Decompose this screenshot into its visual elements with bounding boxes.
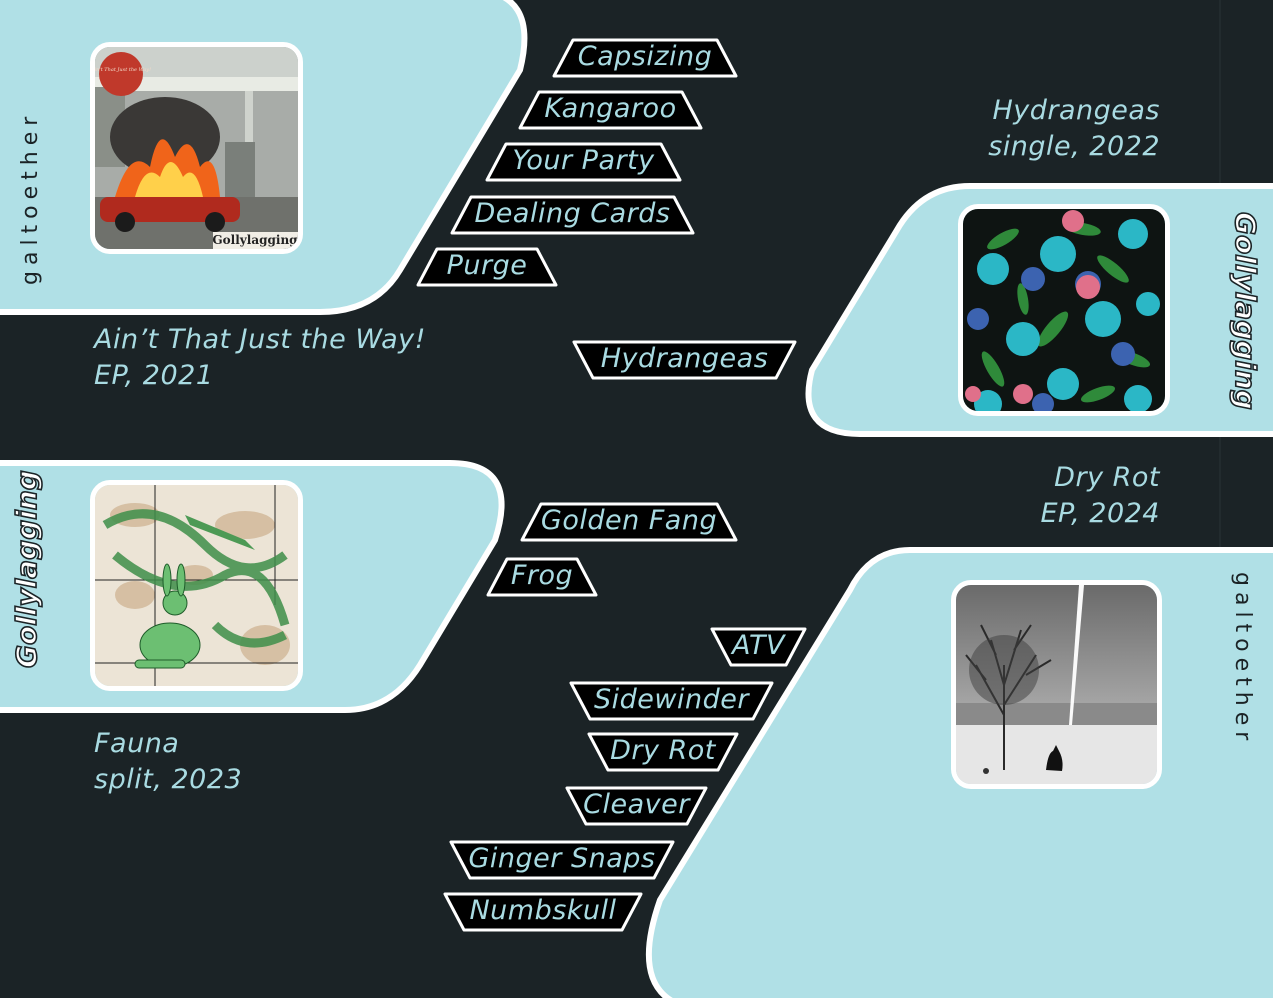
fauna-map-image [95, 485, 298, 686]
track-tag-shape [520, 502, 738, 542]
caption-fauna-subtitle: split, 2023 [94, 764, 243, 795]
track-label: Golden Fang [540, 505, 718, 536]
track-tag-outline [416, 247, 558, 287]
album-art-hydrangeas [958, 204, 1170, 416]
track-tag-shape [565, 786, 708, 826]
track-tag-shape [587, 732, 739, 772]
track-label: Dealing Cards [474, 198, 671, 229]
track-tag-shape [449, 840, 675, 880]
track-tag-your-party[interactable]: Your Party [485, 142, 682, 182]
burning-car-image: Ain't That Just the Way! Gollylagging [95, 47, 298, 249]
track-tag-outline [486, 557, 598, 597]
track-tag-outline [485, 142, 682, 182]
track-tag-shape [710, 627, 807, 667]
track-tag-shape [518, 90, 703, 130]
track-label: Frog [510, 560, 574, 591]
caption-aint: Ain’t That Just the Way! EP, 2021 [94, 322, 426, 394]
track-tag-shape [486, 557, 598, 597]
sticker-text: Ain't That Just the Way! [95, 67, 151, 73]
track-tag-outline [710, 627, 807, 667]
album-art-aint: Ain't That Just the Way! Gollylagging [90, 42, 303, 254]
track-tag-sidewinder[interactable]: Sidewinder [569, 681, 774, 721]
watermark-text: Gollylagging [212, 233, 298, 247]
label-galtoether-topleft: galtoether [18, 110, 43, 285]
track-label: ATV [732, 630, 785, 661]
caption-hydrangeas-title: Hydrangeas [992, 95, 1160, 126]
caption-hydrangeas-subtitle: single, 2022 [988, 131, 1160, 162]
track-label: Hydrangeas [600, 343, 769, 374]
track-tag-ginger-snaps[interactable]: Ginger Snaps [449, 840, 675, 880]
hydrangea-flowers-image [963, 209, 1165, 411]
track-label: Capsizing [577, 41, 713, 72]
album-art-fauna [90, 480, 303, 691]
track-tag-outline [520, 502, 738, 542]
logo-gollylagging-right: Gollylagging [1228, 211, 1263, 410]
track-tag-frog[interactable]: Frog [486, 557, 598, 597]
track-tag-atv[interactable]: ATV [710, 627, 807, 667]
track-label: Purge [446, 250, 528, 281]
album-art-dryrot [951, 580, 1162, 789]
track-tag-hydrangeas[interactable]: Hydrangeas [572, 340, 797, 380]
track-tag-outline [572, 340, 797, 380]
caption-hydrangeas: Hydrangeas single, 2022 [900, 93, 1160, 165]
track-label: Dry Rot [610, 735, 716, 766]
track-tag-kangaroo[interactable]: Kangaroo [518, 90, 703, 130]
track-tag-outline [443, 892, 643, 932]
track-tag-capsizing[interactable]: Capsizing [552, 38, 738, 78]
track-tag-outline [587, 732, 739, 772]
caption-fauna-title: Fauna [94, 728, 180, 759]
caption-aint-title: Ain’t That Just the Way! [94, 324, 426, 355]
snow-tree-image [956, 585, 1157, 784]
track-tag-cleaver[interactable]: Cleaver [565, 786, 708, 826]
track-tag-shape [443, 892, 643, 932]
caption-dryrot-title: Dry Rot [1054, 462, 1160, 493]
track-tag-outline [569, 681, 774, 721]
track-label: Kangaroo [544, 93, 677, 124]
track-tag-shape [552, 38, 738, 78]
track-label: Cleaver [583, 789, 690, 820]
label-galtoether-bottomright: galtoether [1230, 572, 1255, 747]
track-tag-outline [552, 38, 738, 78]
caption-aint-subtitle: EP, 2021 [94, 360, 214, 391]
caption-dryrot: Dry Rot EP, 2024 [900, 460, 1160, 532]
track-tag-outline [565, 786, 708, 826]
track-tag-shape [572, 340, 797, 380]
track-tag-shape [569, 681, 774, 721]
track-tag-dealing-cards[interactable]: Dealing Cards [450, 195, 695, 235]
track-label: Sidewinder [594, 684, 749, 715]
track-tag-outline [518, 90, 703, 130]
logo-gollylagging-left: Gollylagging [9, 469, 44, 668]
track-tag-shape [416, 247, 558, 287]
track-tag-numbskull[interactable]: Numbskull [443, 892, 643, 932]
caption-dryrot-subtitle: EP, 2024 [1040, 498, 1160, 529]
track-label: Ginger Snaps [468, 843, 656, 874]
track-tag-outline [449, 840, 675, 880]
track-label: Your Party [512, 145, 655, 176]
track-tag-shape [450, 195, 695, 235]
track-label: Numbskull [469, 895, 617, 926]
sticker-icon [99, 52, 143, 96]
track-tag-shape [485, 142, 682, 182]
track-tag-outline [450, 195, 695, 235]
track-tag-dry-rot[interactable]: Dry Rot [587, 732, 739, 772]
caption-fauna: Fauna split, 2023 [94, 726, 242, 798]
track-tag-golden-fang[interactable]: Golden Fang [520, 502, 738, 542]
track-tag-purge[interactable]: Purge [416, 247, 558, 287]
